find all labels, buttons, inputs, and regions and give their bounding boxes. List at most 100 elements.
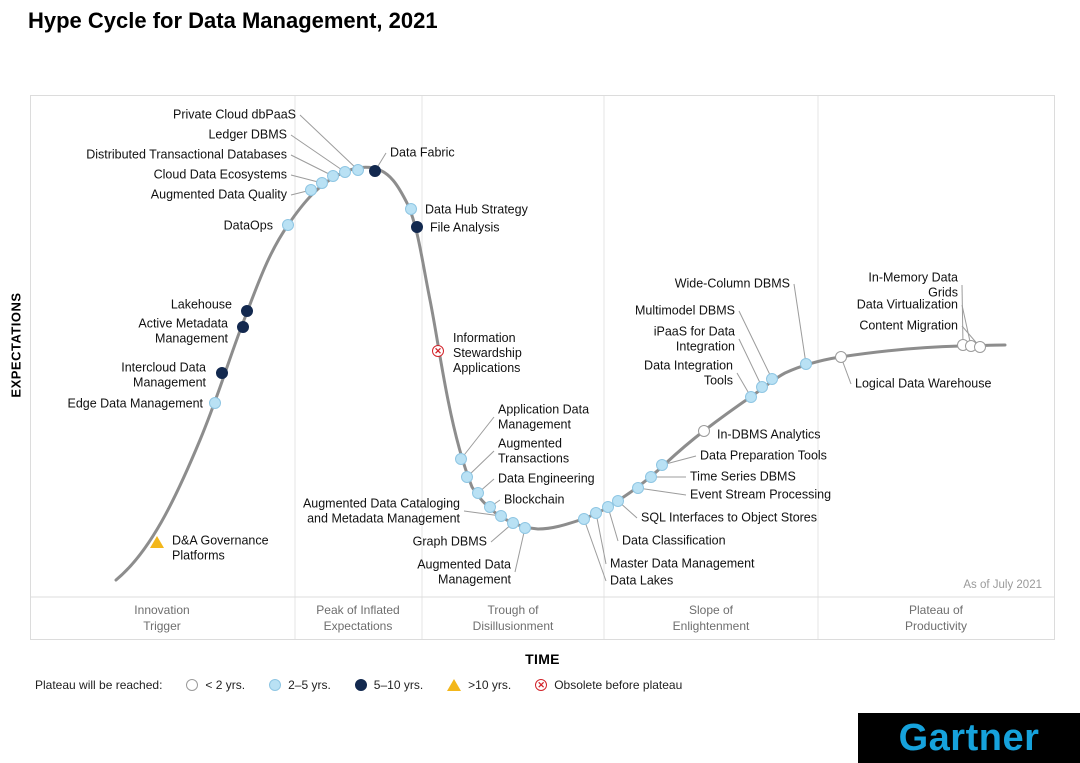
- chart-frame: [30, 95, 1055, 640]
- label-in-dbms-analytics: In-DBMS Analytics: [717, 427, 821, 442]
- point-d-a-governance-platforms: [150, 536, 164, 549]
- phase-label-4: Slope of Enlightenment: [672, 602, 750, 633]
- label-graph-dbms: Graph DBMS: [412, 534, 487, 549]
- label-content-migration: Content Migration: [859, 318, 958, 333]
- label-active-metadata-management: Active Metadata Management: [138, 316, 228, 345]
- label-wide-column-dbms: Wide-Column DBMS: [674, 276, 790, 291]
- phase-label-3: Trough of Disillusionment: [472, 602, 554, 633]
- label-data-classification: Data Classification: [622, 533, 726, 548]
- point-data-integration-tools: [745, 391, 757, 403]
- point-lakehouse: [241, 305, 253, 317]
- gartner-logo-text: Gartner: [898, 716, 1040, 759]
- point-intercloud-data-management: [216, 367, 228, 379]
- leader-line-ipaas-for-data-integration: [738, 338, 763, 388]
- legend-marker-b25-icon: [269, 679, 282, 691]
- point-ledger-dbms: [339, 166, 351, 178]
- legend-item-2-yrs: < 2 yrs.: [186, 678, 245, 692]
- legend-title: Plateau will be reached:: [35, 678, 163, 692]
- legend-label: Obsolete before plateau: [554, 678, 683, 692]
- leader-line-event-stream-processing: [637, 487, 687, 496]
- page-title: Hype Cycle for Data Management, 2021: [28, 8, 438, 33]
- leader-line-augmented-data-cataloging-and-metadata-management: [463, 510, 502, 517]
- label-ledger-dbms: Ledger DBMS: [208, 127, 287, 142]
- phase-label-1: Innovation Trigger: [134, 602, 190, 633]
- as-of-date: As of July 2021: [963, 579, 1042, 591]
- point-blockchain: [484, 501, 496, 513]
- x-axis-label: TIME: [525, 651, 560, 667]
- point-event-stream-processing: [632, 482, 644, 494]
- point-sql-interfaces-to-object-stores: [612, 495, 624, 507]
- leader-line-in-memory-data-grids: [961, 284, 964, 346]
- legend-marker-tri-icon: [447, 679, 462, 691]
- point-active-metadata-management: [237, 321, 249, 333]
- point-information-stewardship-applications: ✕: [432, 345, 444, 357]
- label-ipaas-for-data-integration: iPaaS for Data Integration: [653, 324, 735, 353]
- point-file-analysis: [411, 221, 423, 233]
- point-content-migration: [974, 341, 986, 353]
- leader-line-augmented-data-management: [514, 527, 526, 573]
- leader-line-data-lakes: [583, 518, 607, 582]
- label-information-stewardship-applications: Information Stewardship Applications: [453, 330, 522, 375]
- label-augmented-transactions: Augmented Transactions: [498, 436, 570, 465]
- label-data-virtualization: Data Virtualization: [856, 297, 958, 312]
- point-in-dbms-analytics: [698, 425, 710, 437]
- point-time-series-dbms: [645, 471, 657, 483]
- label-edge-data-management: Edge Data Management: [67, 396, 203, 411]
- point-distributed-transactional-databases: [327, 170, 339, 182]
- point-data-engineering: [472, 487, 484, 499]
- point-augmented-data-quality: [305, 184, 317, 196]
- label-logical-data-warehouse: Logical Data Warehouse: [855, 376, 992, 391]
- leader-line-private-cloud-dbpaas: [299, 114, 359, 171]
- label-application-data-management: Application Data Management: [498, 402, 590, 431]
- legend-item-10-yrs: >10 yrs.: [447, 678, 511, 692]
- label-intercloud-data-management: Intercloud Data Management: [121, 360, 206, 389]
- label-in-memory-data-grids: In-Memory Data Grids: [868, 270, 958, 299]
- legend-items: < 2 yrs. 2–5 yrs. 5–10 yrs. >10 yrs. ✕ Obsole…: [186, 678, 682, 692]
- phase-label-2: Peak of Inflated Expectations: [316, 602, 400, 633]
- label-master-data-management: Master Data Management: [610, 556, 755, 571]
- label-file-analysis: File Analysis: [430, 220, 500, 235]
- label-distributed-transactional-databases: Distributed Transactional Databases: [86, 147, 287, 162]
- leader-line-ledger-dbms: [290, 134, 346, 173]
- point-data-preparation-tools: [656, 459, 668, 471]
- point-augmented-data-management: [519, 522, 531, 534]
- label-dataops: DataOps: [223, 218, 273, 233]
- point-data-fabric: [369, 165, 381, 177]
- label-lakehouse: Lakehouse: [170, 297, 232, 312]
- label-time-series-dbms: Time Series DBMS: [690, 469, 796, 484]
- legend-label: < 2 yrs.: [205, 678, 246, 692]
- legend-marker-b510-icon: [354, 679, 367, 691]
- label-augmented-data-quality: Augmented Data Quality: [150, 187, 287, 202]
- leader-line-master-data-management: [595, 512, 607, 565]
- point-master-data-management: [590, 507, 602, 519]
- y-axis-label: EXPECTATIONS: [8, 292, 24, 398]
- label-data-fabric: Data Fabric: [390, 145, 455, 160]
- label-d-a-governance-platforms: D&A Governance Platforms: [172, 533, 269, 562]
- point-dataops: [282, 219, 294, 231]
- point-data-lakes: [578, 513, 590, 525]
- label-augmented-data-management: Augmented Data Management: [417, 557, 511, 586]
- legend-label: 5–10 yrs.: [373, 678, 424, 692]
- point-edge-data-management: [209, 397, 221, 409]
- point-data-classification: [602, 501, 614, 513]
- phase-label-5: Plateau of Productivity: [904, 602, 968, 633]
- point-graph-dbms: [507, 517, 519, 529]
- label-data-integration-tools: Data Integration Tools: [644, 358, 733, 387]
- gartner-logo: Gartner: [858, 713, 1080, 763]
- maturity-legend: Plateau will be reached: < 2 yrs. 2–5 yrs…: [35, 678, 682, 692]
- point-wide-column-dbms: [800, 358, 812, 370]
- label-multimodel-dbms: Multimodel DBMS: [634, 303, 735, 318]
- label-sql-interfaces-to-object-stores: SQL Interfaces to Object Stores: [641, 510, 818, 525]
- label-cloud-data-ecosystems: Cloud Data Ecosystems: [153, 167, 287, 182]
- label-data-engineering: Data Engineering: [498, 471, 595, 486]
- point-augmented-data-cataloging-and-metadata-management: [495, 510, 507, 522]
- legend-label: >10 yrs.: [468, 678, 512, 692]
- legend-item-5-10-yrs: 5–10 yrs.: [354, 678, 424, 692]
- label-data-lakes: Data Lakes: [610, 573, 674, 588]
- legend-item-2-5-yrs: 2–5 yrs.: [269, 678, 331, 692]
- point-application-data-management: [455, 453, 467, 465]
- label-data-hub-strategy: Data Hub Strategy: [425, 202, 528, 217]
- leader-line-multimodel-dbms: [738, 310, 773, 380]
- label-event-stream-processing: Event Stream Processing: [690, 487, 832, 502]
